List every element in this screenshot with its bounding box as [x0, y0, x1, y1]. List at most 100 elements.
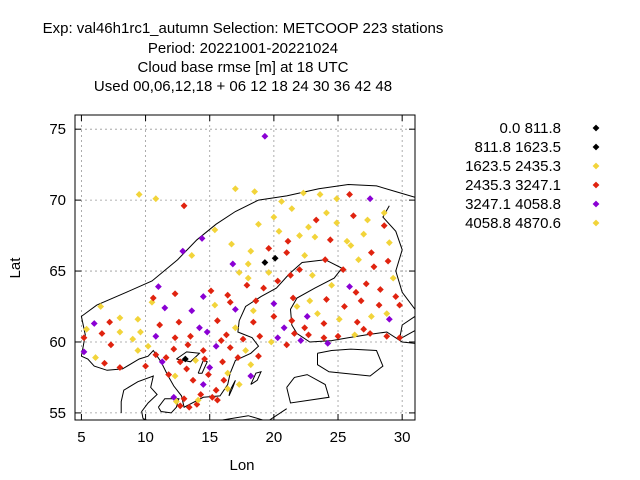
data-point: [235, 269, 243, 276]
data-point: [148, 298, 156, 306]
data-point: [188, 252, 196, 259]
data-point: [297, 337, 305, 344]
data-point: [212, 342, 220, 350]
data-point: [187, 332, 194, 340]
data-point: [367, 313, 375, 320]
legend-marker-1: [592, 143, 600, 151]
data-point: [346, 191, 353, 198]
data-point: [311, 233, 319, 241]
data-point: [255, 352, 262, 360]
data-point: [116, 364, 124, 371]
data-point: [249, 318, 257, 326]
data-point: [326, 236, 334, 244]
data-point: [92, 354, 99, 361]
data-point: [389, 274, 397, 282]
axis-ticks: 5 10 15 20 25 30 55 60 65 70 75: [49, 115, 415, 446]
data-point: [370, 263, 378, 271]
data-point: [199, 293, 207, 300]
data-point: [229, 260, 237, 268]
coastline-4: [317, 348, 384, 377]
x-tick-label-4: 25: [330, 429, 347, 446]
data-point: [249, 307, 257, 315]
data-point: [288, 317, 296, 325]
data-point: [260, 284, 268, 292]
data-point: [228, 240, 235, 248]
data-point: [299, 189, 307, 197]
data-point: [265, 244, 273, 252]
data-point: [222, 331, 230, 339]
data-point: [270, 313, 278, 320]
data-point: [80, 348, 88, 356]
data-point: [205, 371, 212, 379]
data-point: [290, 330, 298, 337]
data-point: [360, 325, 368, 333]
data-point: [116, 328, 124, 336]
data-point: [80, 334, 88, 342]
data-point: [334, 332, 342, 340]
data-point: [201, 355, 208, 363]
coastline-12: [197, 359, 208, 374]
data-point: [244, 274, 252, 282]
data-point: [239, 335, 247, 343]
data-point: [335, 315, 343, 323]
data-point: [384, 257, 392, 265]
data-point: [171, 290, 179, 298]
data-point: [226, 344, 234, 352]
data-point: [224, 369, 232, 377]
data-point: [220, 376, 228, 384]
data-point: [270, 213, 278, 221]
x-tick-label-0: 5: [77, 429, 85, 446]
coastline-2: [81, 259, 326, 408]
y-tick-label-4: 75: [49, 121, 66, 138]
data-point: [142, 362, 149, 370]
data-point: [224, 291, 232, 299]
data-point: [346, 283, 353, 291]
data-point: [333, 219, 341, 227]
coastline-1: [382, 205, 415, 310]
data-point: [207, 287, 215, 295]
data-point: [192, 357, 200, 364]
data-point: [165, 371, 173, 379]
data-point: [312, 216, 320, 224]
data-point: [274, 334, 282, 342]
data-point: [183, 365, 191, 373]
coastline-10: [142, 408, 287, 420]
data-point: [320, 334, 328, 342]
data-point: [323, 209, 330, 217]
coastline-6: [120, 375, 158, 419]
data-point: [284, 237, 292, 245]
x-tick-label-5: 30: [394, 429, 411, 446]
legend-label-3: 2435.3 3247.1: [465, 177, 561, 194]
data-point: [303, 313, 311, 320]
data-point: [289, 294, 297, 302]
data-point: [243, 281, 251, 289]
data-point: [116, 314, 124, 322]
data-point: [247, 361, 255, 369]
data-point: [214, 396, 221, 404]
data-point: [274, 277, 282, 285]
data-point: [196, 324, 203, 332]
data-point: [179, 247, 187, 255]
data-point: [305, 223, 312, 231]
data-point: [308, 271, 316, 279]
data-point: [158, 358, 166, 366]
data-point: [362, 280, 370, 288]
data-point: [360, 230, 368, 238]
coastline-5: [286, 374, 330, 404]
data-point: [90, 320, 98, 327]
data-point: [357, 297, 365, 305]
legend-label-1: 811.8 1623.5: [475, 139, 561, 156]
data-point: [306, 297, 314, 305]
coastline-7: [157, 398, 180, 414]
data-point: [367, 249, 375, 257]
x-tick-label-3: 20: [266, 429, 283, 446]
data-point: [162, 354, 170, 361]
data-point: [355, 256, 362, 264]
data-point: [352, 288, 360, 296]
data-point: [283, 341, 291, 349]
data-point: [170, 393, 178, 401]
data-point: [156, 321, 164, 329]
data-point: [180, 202, 188, 210]
y-tick-label-2: 65: [49, 263, 66, 280]
